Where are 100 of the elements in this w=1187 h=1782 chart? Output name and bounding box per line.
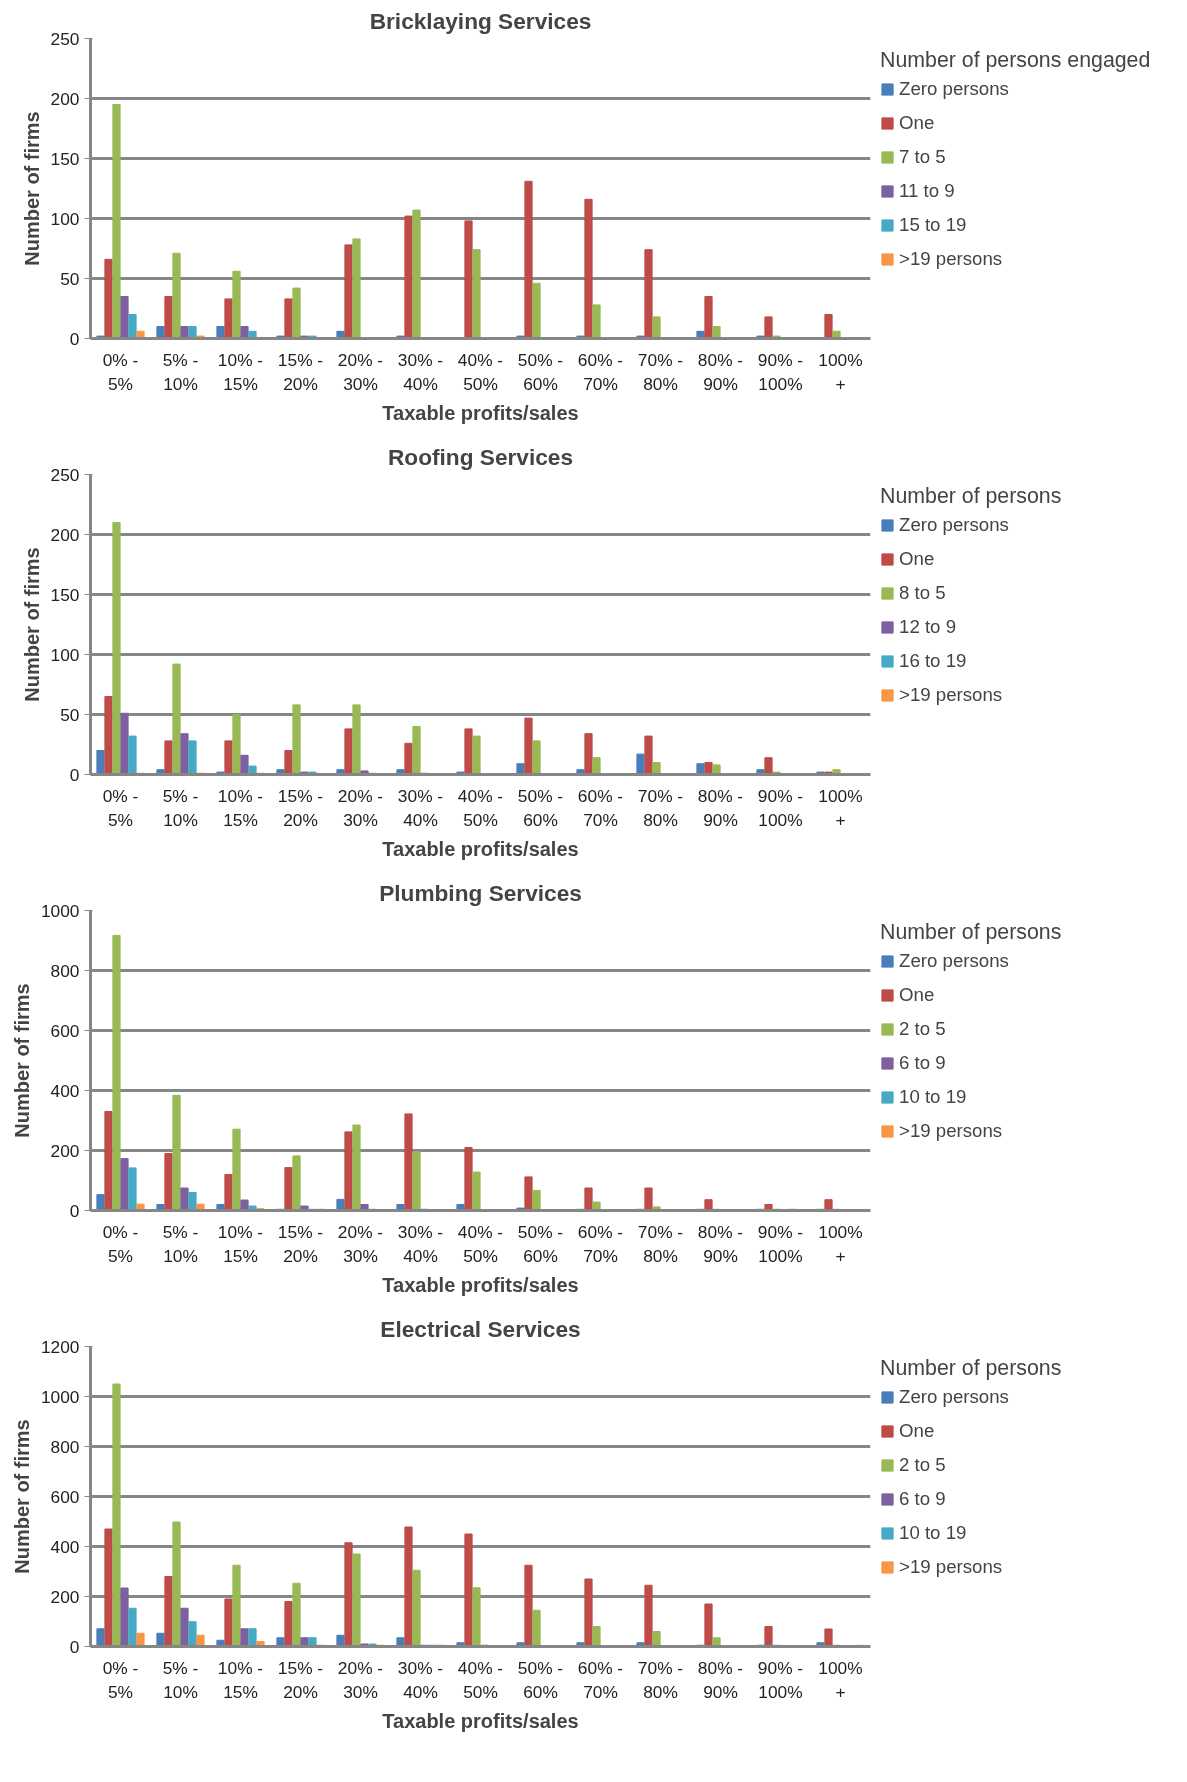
legend-title: Number of persons engaged: [880, 48, 1151, 73]
x-tick-label: 70% - 80%: [637, 1657, 684, 1702]
legend-label: 8 to 5: [899, 582, 946, 604]
x-tick-label: 50% - 60%: [517, 1221, 564, 1266]
x-tick-label: 90% - 100%: [757, 349, 804, 394]
y-tick-label: 50: [60, 268, 80, 289]
y-tick-label: 0: [69, 1200, 80, 1221]
chart-title: Roofing Services: [387, 443, 574, 470]
x-tick-label: 50% - 60%: [517, 785, 564, 830]
y-tick-label: 100: [50, 208, 80, 229]
legend-label: 6 to 9: [899, 1052, 946, 1074]
x-tick-label: 80% - 90%: [697, 785, 744, 830]
x-tick-label: 40% - 50%: [457, 785, 504, 830]
y-tick-label: 250: [50, 28, 80, 49]
legend-label: 11 to 9: [899, 180, 955, 202]
x-tick-label: 15% - 20%: [277, 785, 324, 830]
y-axis-title: Number of firms: [10, 1419, 33, 1574]
x-axis-title: Taxable profits/sales: [382, 401, 579, 424]
x-tick-label: 10% - 15%: [217, 1221, 264, 1266]
legend-label: >19 persons: [899, 1120, 1003, 1142]
y-tick-label: 150: [50, 148, 80, 169]
x-tick-label: 0% - 5%: [102, 349, 139, 394]
legend-label: 16 to 19: [899, 650, 967, 672]
x-tick-label: 10% - 15%: [217, 1657, 264, 1702]
y-tick-label: 1200: [40, 1336, 80, 1357]
x-axis-title: Taxable profits/sales: [382, 1709, 579, 1732]
chart-title: Electrical Services: [380, 1315, 581, 1342]
y-tick-label: 100: [50, 644, 80, 665]
x-tick-label: 5% - 10%: [162, 785, 199, 830]
x-tick-label: 0% - 5%: [102, 785, 139, 830]
legend-label: 10 to 19: [899, 1086, 967, 1108]
legend-title: Number of persons: [880, 1356, 1062, 1381]
y-axis-title: Number of firms: [20, 111, 43, 266]
y-tick-label: 1000: [40, 900, 80, 921]
x-tick-label: 60% - 70%: [577, 785, 624, 830]
x-tick-label: 15% - 20%: [277, 1221, 324, 1266]
legend-label: One: [899, 1420, 935, 1442]
y-tick-label: 800: [50, 1436, 80, 1457]
x-tick-label: 10% - 15%: [217, 785, 264, 830]
legend-label: One: [899, 112, 935, 134]
x-axis-title: Taxable profits/sales: [382, 1273, 579, 1296]
y-tick-label: 50: [60, 704, 80, 725]
y-tick-label: 200: [50, 88, 80, 109]
x-tick-label: 5% - 10%: [162, 1221, 199, 1266]
x-tick-label: 40% - 50%: [457, 1657, 504, 1702]
y-tick-label: 600: [50, 1020, 80, 1041]
y-tick-label: 400: [50, 1080, 80, 1101]
legend-label: 2 to 5: [899, 1454, 946, 1476]
x-tick-label: 20% - 30%: [337, 1657, 384, 1702]
y-tick-label: 150: [50, 584, 80, 605]
x-tick-label: 90% - 100%: [757, 1221, 804, 1266]
y-tick-label: 200: [50, 524, 80, 545]
y-tick-label: 0: [69, 328, 80, 349]
legend-label: Zero persons: [899, 1386, 1009, 1408]
x-tick-label: 60% - 70%: [577, 1657, 624, 1702]
chart-title: Plumbing Services: [379, 879, 582, 906]
legend-label: 10 to 19: [899, 1522, 967, 1544]
x-tick-label: 15% - 20%: [277, 349, 324, 394]
x-tick-label: 10% - 15%: [217, 349, 264, 394]
x-tick-label: 0% - 5%: [102, 1657, 139, 1702]
legend-title: Number of persons: [880, 484, 1062, 509]
y-axis-title: Number of firms: [10, 983, 33, 1138]
y-tick-label: 0: [69, 764, 80, 785]
y-tick-label: 1000: [40, 1386, 80, 1407]
x-tick-label: 60% - 70%: [577, 349, 624, 394]
x-tick-label: 20% - 30%: [337, 349, 384, 394]
x-tick-label: 20% - 30%: [337, 1221, 384, 1266]
y-tick-label: 200: [50, 1586, 80, 1607]
x-tick-label: 40% - 50%: [457, 1221, 504, 1266]
x-tick-label: 50% - 60%: [517, 349, 564, 394]
x-tick-label: 70% - 80%: [637, 349, 684, 394]
x-tick-label: 40% - 50%: [457, 349, 504, 394]
y-tick-label: 250: [50, 464, 80, 485]
y-tick-label: 0: [69, 1636, 80, 1657]
x-tick-label: 100% +: [818, 1657, 863, 1702]
legend-label: >19 persons: [899, 684, 1003, 706]
y-tick-label: 800: [50, 960, 80, 981]
x-tick-label: 80% - 90%: [697, 349, 744, 394]
legend-label: Zero persons: [899, 78, 1009, 100]
x-tick-label: 100% +: [818, 1221, 863, 1266]
legend-title: Number of persons: [880, 920, 1062, 945]
legend-label: 2 to 5: [899, 1018, 946, 1040]
x-tick-label: 70% - 80%: [637, 1221, 684, 1266]
x-tick-label: 15% - 20%: [277, 1657, 324, 1702]
x-tick-label: 100% +: [818, 349, 863, 394]
legend-label: 15 to 19: [899, 214, 967, 236]
legend-label: Zero persons: [899, 514, 1009, 536]
x-tick-label: 90% - 100%: [757, 785, 804, 830]
x-tick-label: 0% - 5%: [102, 1221, 139, 1266]
legend-label: One: [899, 984, 935, 1006]
x-tick-label: 20% - 30%: [337, 785, 384, 830]
x-tick-label: 5% - 10%: [162, 1657, 199, 1702]
legend-label: >19 persons: [899, 1556, 1003, 1578]
legend-label: 6 to 9: [899, 1488, 946, 1510]
x-tick-label: 70% - 80%: [637, 785, 684, 830]
y-tick-label: 600: [50, 1486, 80, 1507]
legend-label: One: [899, 548, 935, 570]
x-tick-label: 30% - 40%: [397, 1221, 444, 1266]
x-tick-label: 60% - 70%: [577, 1221, 624, 1266]
x-tick-label: 30% - 40%: [397, 349, 444, 394]
